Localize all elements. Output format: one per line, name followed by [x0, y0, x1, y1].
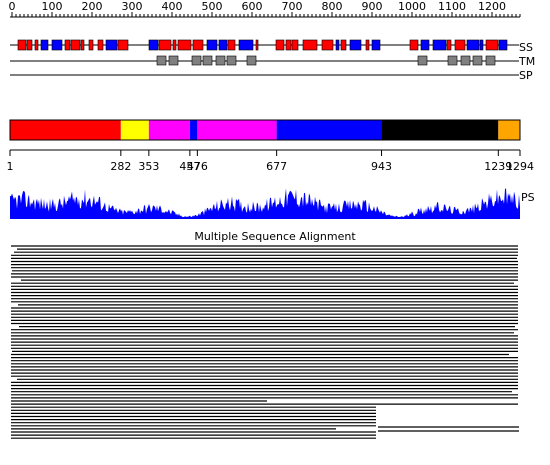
helix-block — [275, 39, 285, 51]
tm-segment — [191, 55, 202, 66]
domain-bar-outline — [9, 119, 521, 141]
tm-segment — [215, 55, 226, 66]
helix-block — [172, 39, 177, 51]
helix-block — [70, 39, 81, 51]
helix-block — [80, 39, 85, 51]
ruler-tick-label: 700 — [282, 0, 303, 13]
domain-segment — [197, 120, 277, 140]
ruler-tick-label: 1200 — [478, 0, 506, 13]
strand-block — [148, 39, 159, 51]
ruler-tick-label: 100 — [42, 0, 63, 13]
alignment-lines — [11, 245, 519, 439]
domain-segment — [381, 120, 499, 140]
domain-segment — [276, 120, 382, 140]
ruler-tick-label: 600 — [242, 0, 263, 13]
secondary-structure-track — [10, 39, 519, 51]
strand-block — [466, 39, 480, 51]
strand-block — [371, 39, 381, 51]
domain-boundary-label: 1294 — [506, 160, 534, 173]
tm-segment — [417, 55, 428, 66]
helix-block — [34, 39, 39, 51]
helix-block — [446, 39, 452, 51]
domain-boundary-label: 943 — [371, 160, 392, 173]
tm-segment — [447, 55, 458, 66]
domain-boundary-label: 1 — [7, 160, 14, 173]
helix-block — [64, 39, 71, 51]
domain-bar — [9, 119, 521, 141]
domain-boundary-label: 1239 — [484, 160, 512, 173]
strand-block — [479, 39, 484, 51]
ruler-tick-label: 300 — [122, 0, 143, 13]
helix-block — [409, 39, 419, 51]
domain-boundary-label: 677 — [266, 160, 287, 173]
helix-block — [302, 39, 318, 51]
ruler-tick-label: 0 — [9, 0, 16, 13]
strand-block — [238, 39, 254, 51]
prediction-profile — [10, 188, 520, 219]
strand-block — [349, 39, 362, 51]
ruler-tick-label: 800 — [322, 0, 343, 13]
strand-block — [420, 39, 430, 51]
helix-block — [227, 39, 236, 51]
tm-segment — [460, 55, 471, 66]
tm-segment — [226, 55, 237, 66]
strand-block — [51, 39, 63, 51]
strand-block — [40, 39, 49, 51]
helix-block — [291, 39, 299, 51]
domain-boundary-label: 282 — [110, 160, 131, 173]
helix-block — [17, 39, 27, 51]
strand-block — [498, 39, 508, 51]
helix-block — [255, 39, 259, 51]
ss-label: SS — [519, 41, 533, 54]
tm-segment — [156, 55, 167, 66]
helix-block — [454, 39, 466, 51]
helix-block — [88, 39, 94, 51]
domain-boundary-label: 457 — [179, 160, 200, 173]
helix-block — [158, 39, 172, 51]
helix-block — [97, 39, 104, 51]
helix-block — [285, 39, 292, 51]
domain-segment — [189, 120, 198, 140]
domain-segment — [120, 120, 149, 140]
alignment-title: Multiple Sequence Alignment — [194, 230, 356, 243]
tm-segment — [202, 55, 213, 66]
ruler-tick-label: 900 — [362, 0, 383, 13]
tm-segment — [168, 55, 179, 66]
strand-block — [218, 39, 228, 51]
strand-block — [105, 39, 118, 51]
helix-block — [177, 39, 192, 51]
domain-segment — [498, 120, 520, 140]
domain-boundary-label: 353 — [138, 160, 159, 173]
helix-block — [26, 39, 33, 51]
transmembrane-track — [10, 55, 519, 66]
strand-block — [432, 39, 447, 51]
domain-boundary-label: 476 — [187, 160, 208, 173]
ruler-tick-label: 400 — [162, 0, 183, 13]
ruler-tick-label: 1000 — [398, 0, 426, 13]
helix-block — [117, 39, 129, 51]
tm-segment — [485, 55, 496, 66]
ruler-tick-label: 200 — [82, 0, 103, 13]
ruler-tick-label: 1100 — [438, 0, 466, 13]
tm-label: TM — [518, 55, 535, 68]
tm-segment — [472, 55, 483, 66]
domain-segment — [148, 120, 190, 140]
strand-block — [335, 39, 340, 51]
ps-label: PS — [521, 191, 535, 204]
helix-block — [485, 39, 499, 51]
helix-block — [340, 39, 347, 51]
strand-block — [206, 39, 218, 51]
domain-segment — [10, 120, 121, 140]
profile-area — [10, 188, 520, 219]
helix-block — [192, 39, 204, 51]
tm-segment — [246, 55, 257, 66]
sp-label: SP — [519, 69, 533, 82]
helix-block — [321, 39, 334, 51]
ruler-tick-label: 500 — [202, 0, 223, 13]
position-ruler: 0 100 200 300 400 500 600 700 800 900 1000 1100 1200 — [9, 0, 521, 18]
helix-block — [365, 39, 370, 51]
